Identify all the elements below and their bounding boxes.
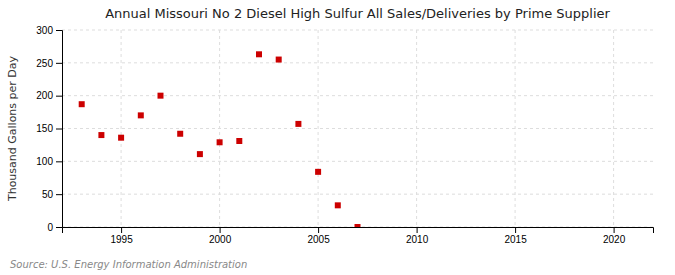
- tick-label: 250: [36, 58, 53, 69]
- grid-line: [62, 161, 653, 162]
- tick-mark: [56, 161, 62, 162]
- point: [295, 121, 301, 127]
- axis-line: [56, 31, 63, 228]
- tick-mark: [56, 227, 62, 228]
- tick-label: 50: [42, 189, 54, 200]
- point: [217, 139, 223, 145]
- tick: 200: [36, 90, 62, 101]
- y-axis: 0 50 100 150 200 250 300: [36, 25, 62, 233]
- x-axis: 1995 2000 2005 2010 2015 2020: [63, 227, 654, 245]
- tick-label: 1995: [110, 234, 133, 245]
- point: [158, 93, 164, 99]
- tick-label: 300: [36, 25, 53, 36]
- point: [197, 151, 203, 157]
- tick-label: 100: [36, 156, 53, 167]
- point: [118, 135, 124, 141]
- tick-label: 0: [47, 222, 53, 233]
- tick: 2020: [603, 227, 626, 245]
- point: [256, 51, 262, 57]
- tick-mark: [56, 96, 62, 97]
- point: [79, 101, 85, 107]
- tick-mark: [121, 227, 122, 233]
- tick: 150: [36, 123, 62, 134]
- point: [315, 169, 321, 175]
- y-axis-title: Thousand Gallons per Day: [6, 55, 19, 202]
- plot: 1995 2000 2005 2010 2015 2020 0 50 100 150 200 250 3…: [36, 25, 653, 245]
- tick-mark: [56, 129, 62, 130]
- tick-label: 150: [36, 123, 53, 134]
- tick-mark: [417, 227, 418, 233]
- point: [177, 131, 183, 137]
- points: [79, 51, 361, 227]
- tick: 2005: [307, 227, 330, 245]
- tick-label: 2010: [406, 234, 429, 245]
- title: Annual Missouri No 2 Diesel High Sulfur …: [105, 6, 610, 21]
- tick-label: 2015: [504, 234, 527, 245]
- grid-line: [62, 62, 653, 63]
- tick-mark: [56, 194, 62, 195]
- grid: [62, 30, 653, 227]
- grid-line: [613, 30, 614, 227]
- tick: 50: [42, 189, 62, 200]
- tick: 2000: [209, 227, 232, 245]
- tick-label: 2020: [603, 234, 626, 245]
- tick-mark: [318, 227, 319, 233]
- grid-line: [121, 30, 122, 227]
- tick: 250: [36, 58, 62, 69]
- annotation: Source: U.S. Energy Information Administ…: [10, 259, 247, 270]
- chart: 1995 2000 2005 2010 2015 2020 0 50 100 150 200 250 3…: [0, 0, 675, 275]
- tick-label: 2005: [307, 234, 330, 245]
- tick-mark: [614, 227, 615, 233]
- point: [98, 132, 104, 138]
- grid-line: [62, 128, 653, 129]
- axis-line: [63, 228, 654, 234]
- grid-line: [62, 30, 653, 31]
- tick: 2010: [406, 227, 429, 245]
- point: [138, 112, 144, 118]
- point: [355, 224, 361, 227]
- point: [236, 138, 242, 144]
- tick: 100: [36, 156, 62, 167]
- grid-line: [62, 95, 653, 96]
- tick: 300: [36, 25, 62, 36]
- tick: 2015: [504, 227, 527, 245]
- tick-label: 200: [36, 90, 53, 101]
- tick-mark: [515, 227, 516, 233]
- tick-label: 2000: [209, 234, 232, 245]
- point: [276, 57, 282, 63]
- grid-line: [318, 30, 319, 227]
- grid-line: [62, 194, 653, 195]
- tick-mark: [56, 30, 62, 31]
- tick-mark: [220, 227, 221, 233]
- tick: 0: [47, 222, 62, 233]
- tick-mark: [56, 63, 62, 64]
- point: [335, 202, 341, 208]
- tick: 1995: [110, 227, 133, 245]
